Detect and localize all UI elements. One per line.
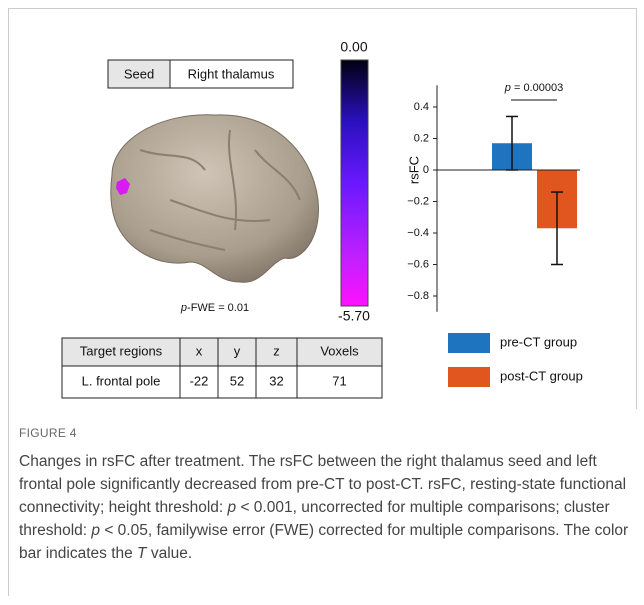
significance-text: = 0.00003: [511, 82, 563, 94]
figure-panel: Seed Right thalamus p-FWE = 0.01 0.00 -5…: [0, 0, 644, 408]
colorbar-min: -5.70: [338, 308, 370, 324]
table-value: 32: [269, 373, 283, 388]
y-tick-label: −0.4: [407, 227, 429, 239]
figure-label: FIGURE 4: [19, 426, 639, 440]
y-tick-label: 0: [423, 164, 429, 176]
seed-header: Seed: [124, 66, 154, 81]
y-tick-label: −0.6: [407, 258, 429, 270]
colorbar: [341, 60, 368, 306]
table-header: y: [234, 343, 241, 358]
brain-surface: [111, 115, 319, 282]
legend-swatch: [448, 367, 490, 387]
legend-label: pre-CT group: [500, 334, 577, 349]
page: Seed Right thalamus p-FWE = 0.01 0.00 -5…: [0, 0, 644, 605]
table-value: 71: [332, 373, 346, 388]
target-table: Target regions x y z Voxels L. frontal pole -2…: [62, 338, 382, 398]
legend-label: post-CT group: [500, 368, 583, 383]
threshold-symbol: p: [180, 302, 187, 314]
y-tick-label: 0.2: [414, 132, 429, 144]
y-tick-label: −0.2: [407, 195, 429, 207]
figure-caption: Changes in rsFC after treatment. The rsF…: [19, 450, 639, 565]
caption-part: p: [228, 499, 237, 516]
caption-part: p: [91, 522, 100, 539]
legend-swatch: [448, 333, 490, 353]
threshold-text: -FWE = 0.01: [187, 302, 249, 314]
caption-part: value.: [147, 545, 193, 562]
seed-value: Right thalamus: [188, 66, 275, 81]
table-header: z: [273, 343, 280, 358]
threshold-label: p-FWE = 0.01: [180, 302, 249, 314]
caption-block: FIGURE 4 Changes in rsFC after treatment…: [8, 408, 639, 596]
significance-label: p = 0.00003: [504, 82, 563, 94]
colorbar-max: 0.00: [340, 39, 367, 55]
table-header: Target regions: [80, 343, 163, 358]
significance-symbol: p: [504, 82, 511, 94]
table-value: -22: [190, 373, 209, 388]
table-header: x: [196, 343, 203, 358]
y-tick-label: 0.4: [414, 101, 429, 113]
y-tick-label: −0.8: [407, 290, 429, 302]
table-header: Voxels: [320, 343, 359, 358]
table-value: 52: [230, 373, 244, 388]
y-axis-label: rsFC: [406, 156, 421, 184]
caption-part: < 0.05, familywise error (FWE) corrected…: [19, 522, 628, 562]
table-value: L. frontal pole: [82, 373, 161, 388]
bar-chart: rsFC p = 0.00003 0.4 0.2 0 −0.2 −0.4 −0.6 −0.8: [406, 82, 580, 312]
caption-part: T: [137, 545, 146, 562]
